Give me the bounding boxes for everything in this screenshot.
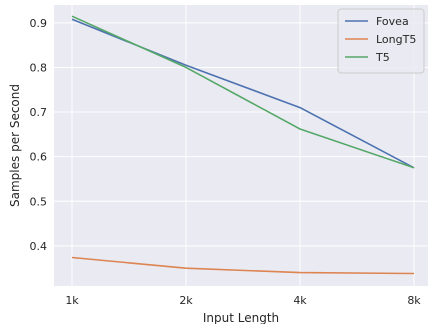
y-tick-label: 0.8 <box>30 61 48 74</box>
x-tick-label: 4k <box>293 294 307 307</box>
legend-label-longt5: LongT5 <box>376 33 416 46</box>
y-axis-label: Samples per Second <box>8 84 22 207</box>
legend-label-fovea: Fovea <box>376 15 409 28</box>
grid <box>54 5 428 286</box>
y-tick-label: 0.9 <box>30 17 48 30</box>
legend-label-t5: T5 <box>375 51 390 64</box>
y-tick-label: 0.6 <box>30 151 48 164</box>
x-tick-labels: 1k 2k 4k 8k <box>65 294 421 307</box>
y-tick-labels: 0.4 0.5 0.6 0.7 0.8 0.9 <box>30 17 48 253</box>
y-tick-label: 0.7 <box>30 106 48 119</box>
x-tick-label: 1k <box>65 294 79 307</box>
series-lines <box>71 15 415 275</box>
x-tick-label: 2k <box>179 294 193 307</box>
x-tick-label: 8k <box>407 294 421 307</box>
series-line-t5 <box>71 15 415 169</box>
y-tick-label: 0.5 <box>30 195 48 208</box>
y-tick-label: 0.4 <box>30 240 48 253</box>
x-axis-label: Input Length <box>203 311 279 324</box>
series-line-longt5 <box>71 256 415 275</box>
legend: Fovea LongT5 T5 <box>337 8 425 74</box>
